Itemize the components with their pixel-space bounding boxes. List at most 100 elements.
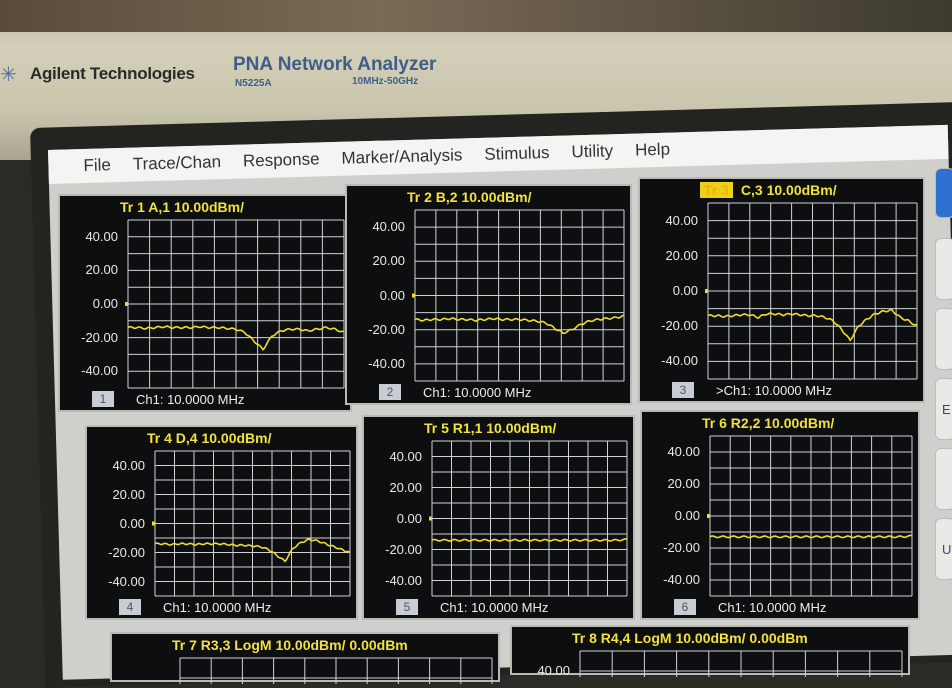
reference-marker [705, 289, 708, 293]
trace-title: Tr 6 R2,2 10.00dBm/ [702, 415, 834, 431]
trace-id[interactable]: Tr 5 [424, 420, 449, 436]
softkey-button[interactable] [935, 168, 952, 218]
y-tick-label: 40.00 [112, 457, 145, 473]
y-tick-label: -40.00 [663, 572, 700, 587]
menu-response[interactable]: Response [242, 149, 320, 171]
window-number[interactable]: 3 [672, 382, 694, 398]
trace-title: Tr 4 D,4 10.00dBm/ [147, 430, 272, 446]
trace-grid [579, 650, 903, 677]
softkey-button[interactable]: E [935, 378, 952, 440]
reference-marker [429, 516, 432, 521]
reference-marker [707, 514, 710, 518]
trace-line [127, 325, 345, 352]
y-tick-label: 40.00 [667, 444, 700, 459]
y-tick-label: 0.00 [672, 283, 698, 298]
trace-window-7[interactable]: Tr 7 R3,3 LogM 10.00dBm/ 0.00dBm [110, 632, 500, 684]
trace-id[interactable]: Tr 6 [702, 415, 727, 431]
y-tick-label: 20.00 [389, 479, 422, 495]
y-tick-label: -20.00 [368, 321, 405, 337]
menu-stimulus[interactable]: Stimulus [484, 143, 550, 164]
trace-id[interactable]: Tr 1 [120, 199, 145, 215]
softkey-button[interactable] [935, 448, 952, 510]
trace-id[interactable]: Tr 3 [700, 182, 733, 198]
trace-scale: R4,4 LogM 10.00dBm/ 0.00dBm [600, 630, 808, 646]
range-label: 10MHz-50GHz [352, 76, 419, 87]
menu-trace-chan[interactable]: Trace/Chan [132, 152, 222, 174]
reference-marker [125, 302, 128, 306]
channel-footer: Ch1: 10.0000 MHz [718, 600, 827, 615]
trace-window-4[interactable]: Tr 4 D,4 10.00dBm/40.00 20.00 0.00 -20.00 -4… [85, 425, 358, 620]
trace-scale: A,1 10.00dBm/ [148, 199, 244, 215]
softkey-button[interactable] [935, 308, 952, 370]
y-tick-label: -40.00 [81, 363, 118, 379]
channel-footer: Ch1: 10.0000 MHz [440, 600, 549, 615]
trace-grid [707, 435, 913, 597]
trace-title: Tr 3 C,3 10.00dBm/ [700, 182, 837, 198]
trace-scale: D,4 10.00dBm/ [175, 430, 272, 446]
reference-marker [412, 293, 415, 298]
trace-window-2[interactable]: Tr 2 B,2 10.00dBm/40.00 20.00 0.00 -20.00 -4… [345, 184, 632, 405]
y-tick-label: 40.00 [537, 663, 570, 678]
trace-scale: R2,2 10.00dBm/ [730, 415, 835, 431]
softkey-button[interactable]: Ur [935, 518, 952, 580]
y-tick-label: -20.00 [661, 318, 698, 334]
menu-marker-analysis[interactable]: Marker/Analysis [341, 145, 463, 168]
trace-scale: R1,1 10.00dBm/ [452, 420, 557, 436]
trace-line [709, 534, 913, 539]
window-number[interactable]: 1 [92, 391, 114, 407]
y-tick-label: -40.00 [368, 355, 405, 371]
trace-grid [412, 209, 625, 382]
y-tick-label: 20.00 [667, 476, 700, 491]
agilent-logo-icon: ✳ [0, 64, 17, 86]
trace-grid [429, 440, 628, 597]
window-number[interactable]: 5 [396, 599, 418, 615]
trace-window-1[interactable]: Tr 1 A,1 10.00dBm/40.00 20.00 0.00 -20.00 -4… [58, 194, 352, 412]
trace-id[interactable]: Tr 8 [572, 630, 597, 646]
y-tick-label: 0.00 [119, 515, 145, 531]
y-tick-label: 40.00 [665, 212, 698, 228]
trace-title: Tr 2 B,2 10.00dBm/ [407, 189, 532, 205]
trace-grid [179, 657, 493, 684]
product-label: PNA Network Analyzer [233, 54, 437, 75]
trace-line [707, 308, 918, 342]
menu-utility[interactable]: Utility [571, 141, 614, 162]
trace-window-5[interactable]: Tr 5 R1,1 10.00dBm/40.00 20.00 0.00 -20.00 -… [362, 415, 635, 620]
trace-window-6[interactable]: Tr 6 R2,2 10.00dBm/40.00 20.00 0.00 -20.00 -… [640, 410, 920, 620]
y-tick-label: -20.00 [108, 544, 145, 560]
trace-line [414, 314, 625, 335]
trace-scale: B,2 10.00dBm/ [435, 189, 532, 205]
y-tick-label: 0.00 [396, 510, 422, 526]
y-tick-label: 40.00 [389, 448, 422, 464]
trace-window-3[interactable]: Tr 3 C,3 10.00dBm/40.00 20.00 0.00 -20.00 -40… [638, 177, 925, 403]
y-tick-label: 0.00 [674, 508, 700, 523]
trace-id[interactable]: Tr 7 [172, 637, 197, 653]
trace-window-8[interactable]: Tr 8 R4,4 LogM 10.00dBm/ 0.00dBm 40.00 [510, 625, 910, 678]
y-tick-label: 20.00 [85, 262, 118, 278]
window-number[interactable]: 2 [379, 384, 401, 400]
trace-scale: C,3 10.00dBm/ [740, 182, 837, 198]
trace-line [431, 537, 628, 542]
menu-file[interactable]: File [83, 155, 112, 176]
y-tick-label: -20.00 [81, 329, 118, 345]
trace-title: Tr 8 R4,4 LogM 10.00dBm/ 0.00dBm [572, 630, 808, 646]
trace-id[interactable]: Tr 4 [147, 430, 172, 446]
window-number[interactable]: 4 [119, 599, 141, 615]
background-strip [0, 0, 952, 32]
trace-title: Tr 7 R3,3 LogM 10.00dBm/ 0.00dBm [172, 637, 408, 653]
trace-line [154, 538, 351, 563]
brand-label: Agilent Technologies [30, 64, 195, 83]
softkey-button[interactable] [935, 238, 952, 300]
y-tick-label: 0.00 [92, 296, 118, 311]
channel-footer: Ch1: 10.0000 MHz [163, 600, 272, 615]
y-tick-label: 40.00 [85, 228, 118, 244]
trace-title: Tr 5 R1,1 10.00dBm/ [424, 420, 556, 436]
channel-footer: Ch1: 10.0000 MHz [423, 385, 532, 400]
y-tick-label: -40.00 [108, 573, 145, 589]
y-tick-label: -20.00 [385, 541, 422, 557]
menu-help[interactable]: Help [634, 139, 671, 160]
y-tick-label: 20.00 [112, 486, 145, 502]
trace-grid [152, 450, 351, 597]
trace-title: Tr 1 A,1 10.00dBm/ [120, 199, 244, 215]
window-number[interactable]: 6 [674, 599, 696, 615]
trace-id[interactable]: Tr 2 [407, 189, 432, 205]
